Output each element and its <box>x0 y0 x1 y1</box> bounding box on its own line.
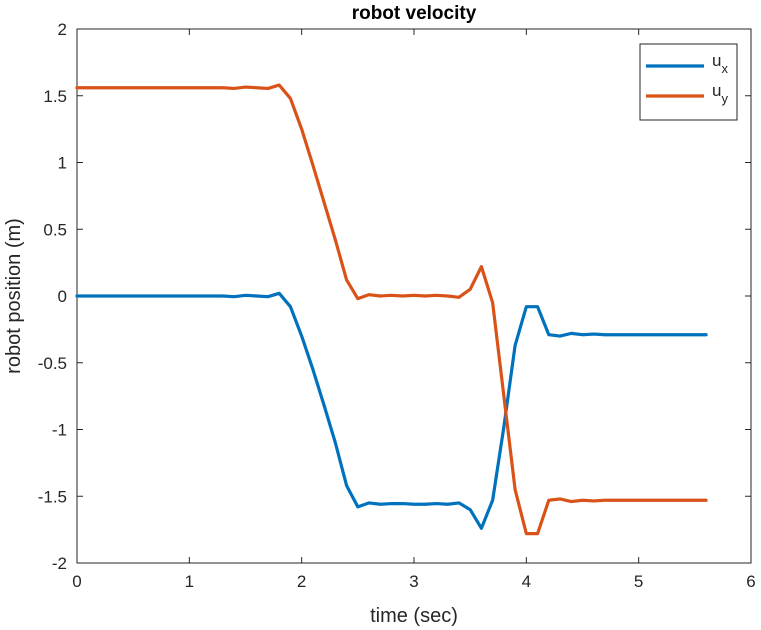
y-tick-label: 1 <box>58 154 67 173</box>
series-line-u-y <box>75 83 708 536</box>
x-axis-label: time (sec) <box>370 605 458 627</box>
y-tick-label: 2 <box>58 20 67 39</box>
legend-label-subscript: y <box>721 91 728 106</box>
x-tick-label: 1 <box>185 572 194 591</box>
y-tick-label: 0 <box>58 287 67 306</box>
series-line-u-x <box>75 291 708 530</box>
legend-box <box>639 43 738 121</box>
legend-label-main: u <box>712 81 721 100</box>
series-layer <box>75 83 708 536</box>
x-tick-label: 2 <box>297 572 306 591</box>
x-tick-label: 4 <box>522 572 531 591</box>
y-tick-label: 0.5 <box>43 220 67 239</box>
chart-title: robot velocity <box>352 3 477 24</box>
x-axis: 0 1 2 3 4 5 6 <box>72 29 756 591</box>
legend-label-subscript: x <box>721 61 728 76</box>
y-axis-label: robot position (m) <box>3 218 25 374</box>
legend-label: uy <box>712 81 728 106</box>
x-tick-label: 5 <box>634 572 643 591</box>
y-axis: -2 -1.5 -1 -0.5 0 0.5 1 1.5 2 <box>38 20 751 573</box>
x-tick-label: 0 <box>72 572 81 591</box>
y-tick-label: -0.5 <box>38 354 67 373</box>
x-tick-label: 6 <box>746 572 755 591</box>
y-tick-label: -1.5 <box>38 487 67 506</box>
legend-label-main: u <box>712 51 721 70</box>
y-tick-label: 1.5 <box>43 87 67 106</box>
legend-label: ux <box>712 51 728 76</box>
y-tick-label: -2 <box>52 554 67 573</box>
x-tick-label: 3 <box>409 572 418 591</box>
y-tick-label: -1 <box>52 421 67 440</box>
